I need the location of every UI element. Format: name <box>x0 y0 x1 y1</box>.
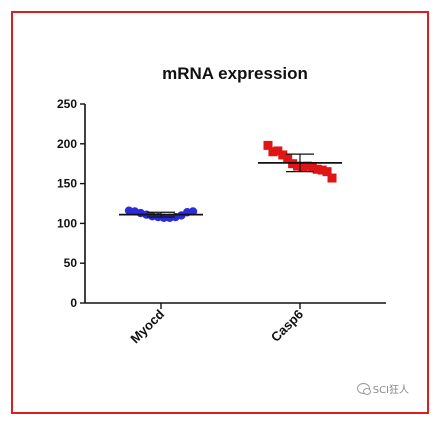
y-tick-label: 0 <box>70 296 77 310</box>
chart-frame: mRNA expression 0 50 100 150 200 250 Myocd Casp… <box>11 11 429 414</box>
axes: 0 50 100 150 200 250 Myocd Casp6 <box>57 97 386 346</box>
data-point <box>278 150 288 160</box>
series-casp6 <box>258 140 342 183</box>
data-point <box>188 207 198 216</box>
data-point <box>283 154 293 164</box>
y-tick-label: 150 <box>57 177 77 191</box>
data-point <box>312 164 322 174</box>
data-point <box>322 167 332 177</box>
y-tick-label: 200 <box>57 137 77 151</box>
y-tick-label: 250 <box>57 97 77 111</box>
x-tick-label: Myocd <box>127 306 167 346</box>
data-point <box>263 140 273 150</box>
data-point <box>327 173 337 183</box>
wechat-icon <box>356 383 371 395</box>
data-point <box>302 161 312 171</box>
series-myocd <box>119 206 203 223</box>
y-tick-label: 50 <box>64 256 78 270</box>
data-point <box>268 147 278 157</box>
data-point <box>307 163 317 173</box>
data-point <box>297 162 307 172</box>
data-point <box>317 165 327 175</box>
watermark-text: SCI狂人 <box>372 385 409 396</box>
data-point <box>159 213 169 223</box>
watermark: SCI狂人 <box>356 381 409 396</box>
plot-marks <box>119 140 342 223</box>
data-point <box>293 161 303 171</box>
x-tick-label: Casp6 <box>268 307 306 345</box>
chart-title: mRNA expression <box>162 64 308 83</box>
y-tick-label: 100 <box>57 216 77 230</box>
data-point <box>273 146 283 156</box>
chart-svg: mRNA expression 0 50 100 150 200 250 Myocd Casp… <box>57 64 386 346</box>
